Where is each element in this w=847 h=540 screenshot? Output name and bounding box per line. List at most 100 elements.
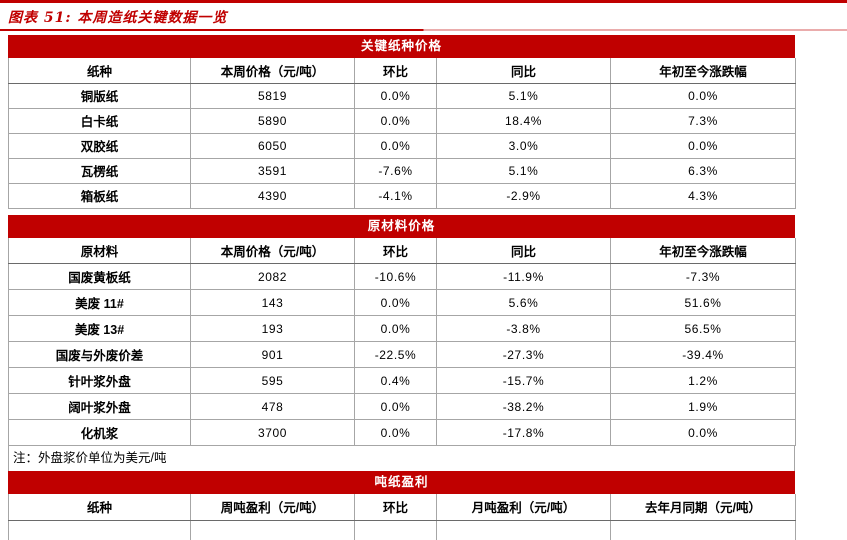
cell: 3591 (190, 157, 355, 184)
per-ton-profit-table: 纸种 周吨盈利（元/吨） 环比 月吨盈利（元/吨） 去年月同期（元/吨） (8, 494, 796, 540)
cell: 901 (190, 341, 355, 368)
cell: 5.1% (436, 157, 611, 184)
cell: 6050 (190, 132, 355, 159)
header-cell: 本周价格（元/吨） (190, 58, 355, 84)
cell: -11.9% (436, 263, 611, 290)
cell: -10.6% (354, 263, 437, 290)
cell: -7.6% (354, 157, 437, 184)
cell: 18.4% (436, 107, 611, 134)
header-cell: 周吨盈利（元/吨） (190, 494, 355, 521)
title-bar: 图表 51: 本周造纸关键数据一览 (0, 3, 847, 29)
table-row: 美废 13# 193 0.0% -3.8% 56.5% (8, 315, 796, 342)
header-row: 纸种 本周价格（元/吨） 环比 同比 年初至今涨跌幅 (8, 58, 796, 84)
cell: 5.1% (436, 82, 611, 109)
header-cell: 年初至今涨跌幅 (610, 58, 796, 84)
cell: 193 (190, 315, 355, 342)
cell: 0.0% (354, 393, 437, 420)
header-cell: 环比 (354, 494, 437, 521)
table-row: 箱板纸 4390 -4.1% -2.9% 4.3% (8, 182, 796, 209)
cell: 478 (190, 393, 355, 420)
table-row: 化机浆 3700 0.0% -17.8% 0.0% (8, 419, 796, 446)
cell: 5890 (190, 107, 355, 134)
cell: 3.0% (436, 132, 611, 159)
cell: 4390 (190, 182, 355, 209)
title-underline (0, 29, 847, 31)
cell (610, 519, 796, 540)
cell: 4.3% (610, 182, 796, 209)
header-cell: 环比 (354, 58, 437, 84)
row-label: 针叶浆外盘 (8, 367, 191, 394)
cell: 0.0% (354, 419, 437, 446)
header-cell: 月吨盈利（元/吨） (436, 494, 611, 521)
cell (8, 519, 191, 540)
cell: 0.0% (610, 132, 796, 159)
cell: 3700 (190, 419, 355, 446)
cell: -38.2% (436, 393, 611, 420)
header-cell: 纸种 (8, 494, 191, 521)
raw-material-prices-table: 原材料 本周价格（元/吨） 环比 同比 年初至今涨跌幅 国废黄板纸 2082 -10.6% -1… (8, 237, 796, 446)
cell: 1.2% (610, 367, 796, 394)
cell: -22.5% (354, 341, 437, 368)
row-label: 铜版纸 (8, 82, 191, 109)
cell: 0.0% (354, 315, 437, 342)
row-label: 阔叶浆外盘 (8, 393, 191, 420)
header-row: 原材料 本周价格（元/吨） 环比 同比 年初至今涨跌幅 (8, 237, 796, 264)
cell: 0.0% (610, 82, 796, 109)
band-key-paper-prices: 关键纸种价格 (8, 35, 795, 58)
footnote: 注：外盘浆价单位为美元/吨 (8, 446, 795, 471)
table-row: 国废黄板纸 2082 -10.6% -11.9% -7.3% (8, 263, 796, 290)
cell: 0.0% (354, 132, 437, 159)
key-paper-prices-table: 纸种 本周价格（元/吨） 环比 同比 年初至今涨跌幅 铜版纸 5819 0.0% 5.1% 0.0… (8, 58, 796, 209)
cell: -27.3% (436, 341, 611, 368)
table-row: 铜版纸 5819 0.0% 5.1% 0.0% (8, 82, 796, 109)
table-row: 双胶纸 6050 0.0% 3.0% 0.0% (8, 132, 796, 159)
table-row: 国废与外废价差 901 -22.5% -27.3% -39.4% (8, 341, 796, 368)
header-cell: 去年月同期（元/吨） (610, 494, 796, 521)
cell: 0.0% (354, 107, 437, 134)
cell: 5819 (190, 82, 355, 109)
header-row: 纸种 周吨盈利（元/吨） 环比 月吨盈利（元/吨） 去年月同期（元/吨） (8, 494, 796, 521)
header-cell: 同比 (436, 58, 611, 84)
row-label: 化机浆 (8, 419, 191, 446)
table-row: 美废 11# 143 0.0% 5.6% 51.6% (8, 289, 796, 316)
figure-title: 图表 51: 本周造纸关键数据一览 (8, 10, 228, 26)
table-row: 针叶浆外盘 595 0.4% -15.7% 1.2% (8, 367, 796, 394)
cell (436, 519, 611, 540)
header-cell: 原材料 (8, 237, 191, 264)
cell (354, 519, 437, 540)
band-raw-material-prices: 原材料价格 (8, 214, 795, 238)
table-row: 瓦楞纸 3591 -7.6% 5.1% 6.3% (8, 157, 796, 184)
row-label: 瓦楞纸 (8, 157, 191, 184)
table-row (8, 519, 796, 540)
cell: -15.7% (436, 367, 611, 394)
cell: 51.6% (610, 289, 796, 316)
top-rule (0, 0, 847, 3)
cell: -3.8% (436, 315, 611, 342)
cell: 7.3% (610, 107, 796, 134)
cell: 595 (190, 367, 355, 394)
band-per-ton-profit: 吨纸盈利 (8, 471, 795, 494)
cell: 5.6% (436, 289, 611, 316)
cell: -4.1% (354, 182, 437, 209)
cell: 2082 (190, 263, 355, 290)
cell: -39.4% (610, 341, 796, 368)
tables-container: 关键纸种价格 纸种 本周价格（元/吨） 环比 同比 年初至今涨跌幅 铜版纸 5819 0.0%… (8, 35, 796, 540)
cell: 56.5% (610, 315, 796, 342)
header-cell: 年初至今涨跌幅 (610, 237, 796, 264)
cell: -17.8% (436, 419, 611, 446)
row-label: 国废与外废价差 (8, 341, 191, 368)
header-cell: 环比 (354, 237, 437, 264)
cell: -2.9% (436, 182, 611, 209)
cell: 0.0% (354, 289, 437, 316)
row-label: 美废 13# (8, 315, 191, 342)
cell: 0.4% (354, 367, 437, 394)
row-label: 白卡纸 (8, 107, 191, 134)
cell: -7.3% (610, 263, 796, 290)
cell (190, 519, 355, 540)
cell: 0.0% (354, 82, 437, 109)
header-cell: 纸种 (8, 58, 191, 84)
cell: 1.9% (610, 393, 796, 420)
cell: 143 (190, 289, 355, 316)
row-label: 双胶纸 (8, 132, 191, 159)
header-cell: 同比 (436, 237, 611, 264)
